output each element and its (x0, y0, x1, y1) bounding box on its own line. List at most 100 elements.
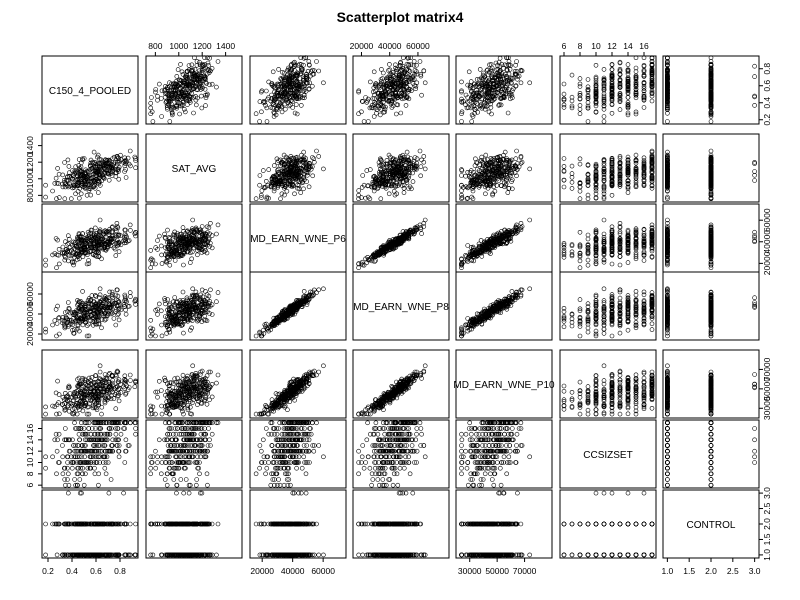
scatter-panel (561, 148, 655, 201)
data-point (403, 103, 409, 108)
data-point (285, 91, 291, 97)
data-point (157, 81, 162, 87)
panel-0-2 (249, 55, 347, 125)
data-point (288, 67, 293, 72)
data-point (665, 119, 670, 124)
data-point (361, 119, 367, 124)
data-point (413, 83, 419, 89)
data-point (166, 96, 172, 102)
data-point (199, 68, 205, 73)
data-point (183, 109, 188, 115)
data-point (371, 69, 377, 75)
data-point (371, 114, 377, 119)
data-point (199, 224, 205, 229)
data-point (199, 63, 205, 69)
data-point (182, 107, 187, 112)
data-point (186, 63, 192, 68)
data-point (417, 222, 423, 228)
data-point (293, 72, 299, 77)
data-point (411, 62, 417, 68)
data-point (752, 103, 757, 108)
data-point (380, 94, 386, 99)
data-point (163, 84, 168, 89)
data-point (505, 110, 511, 116)
data-point (205, 60, 211, 66)
data-point (271, 114, 277, 119)
data-point (159, 96, 164, 101)
data-point (708, 148, 714, 154)
data-point (409, 88, 414, 93)
data-point (405, 74, 411, 80)
data-point (168, 96, 174, 101)
data-point (170, 112, 175, 118)
data-point (52, 181, 58, 186)
data-point (202, 87, 208, 92)
data-point (278, 100, 283, 106)
data-point (310, 67, 315, 73)
data-point (153, 87, 158, 92)
data-point (513, 83, 519, 89)
data-point (501, 66, 506, 71)
data-point (399, 72, 405, 77)
scatter-panel (43, 148, 138, 201)
data-point (207, 55, 212, 61)
data-point (180, 225, 186, 230)
data-point (459, 79, 464, 85)
data-point (184, 97, 190, 102)
data-point (197, 70, 202, 76)
data-point (577, 76, 583, 81)
data-point (387, 92, 392, 97)
data-point (665, 111, 670, 116)
data-point (561, 91, 567, 97)
data-point (190, 217, 195, 223)
data-point (53, 175, 59, 181)
scatter-panel (459, 55, 533, 124)
data-point (203, 79, 208, 85)
data-point (495, 70, 501, 76)
data-point (487, 62, 492, 68)
data-point (301, 93, 307, 98)
data-point (518, 80, 524, 86)
data-point (300, 95, 305, 101)
data-point (391, 188, 397, 194)
scatter-panel (148, 217, 221, 271)
data-point (419, 231, 424, 236)
data-point (378, 196, 384, 201)
data-point (301, 88, 306, 93)
data-point (577, 196, 583, 201)
data-point (569, 171, 575, 176)
data-point (271, 83, 277, 89)
data-point (186, 81, 191, 87)
data-point (43, 257, 48, 263)
data-point (206, 67, 212, 73)
data-point (159, 243, 164, 249)
data-point (184, 75, 190, 81)
data-point (477, 81, 482, 87)
data-point (162, 87, 168, 92)
data-point (392, 97, 398, 102)
data-point (569, 94, 575, 100)
data-point (406, 55, 412, 61)
data-point (257, 173, 263, 178)
data-point (356, 89, 361, 95)
data-point (373, 81, 378, 87)
scatter-panel (561, 55, 655, 124)
data-point (162, 94, 168, 100)
data-point (188, 100, 193, 105)
data-point (527, 217, 533, 223)
data-point (302, 83, 307, 88)
data-point (214, 84, 219, 90)
data-point (569, 163, 575, 169)
data-point (585, 77, 591, 82)
data-point (197, 82, 203, 87)
data-point (484, 103, 490, 109)
data-point (266, 167, 272, 172)
data-point (271, 163, 277, 168)
data-point (369, 103, 375, 108)
scatter-panel (356, 217, 428, 271)
data-point (393, 81, 399, 87)
data-point (169, 102, 174, 107)
data-point (569, 175, 575, 180)
data-point (390, 94, 396, 100)
